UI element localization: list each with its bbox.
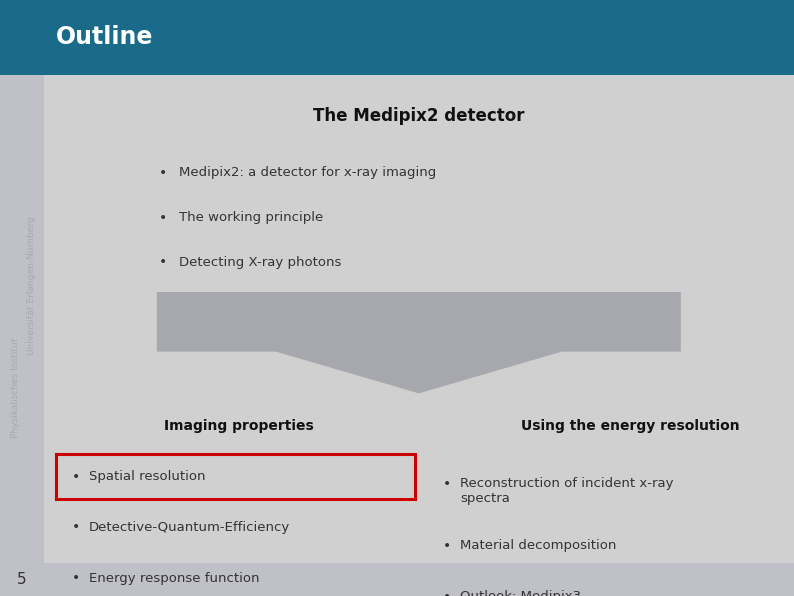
- Text: •: •: [71, 571, 79, 585]
- Text: Detective-Quantum-Efficiency: Detective-Quantum-Efficiency: [89, 521, 290, 534]
- Text: Physikalisches Institut: Physikalisches Institut: [11, 337, 20, 437]
- Text: Outlook: Medipix3: Outlook: Medipix3: [461, 590, 581, 596]
- Text: Detecting X-ray photons: Detecting X-ray photons: [179, 256, 341, 269]
- Text: Universität Erlangen-Nürnberg: Universität Erlangen-Nürnberg: [27, 217, 36, 355]
- Text: The working principle: The working principle: [179, 211, 323, 224]
- Text: •: •: [159, 255, 167, 269]
- Text: Reconstruction of incident x-ray
spectra: Reconstruction of incident x-ray spectra: [461, 477, 673, 505]
- Text: Material decomposition: Material decomposition: [461, 539, 616, 552]
- Text: Spatial resolution: Spatial resolution: [89, 470, 206, 483]
- Text: Imaging properties: Imaging properties: [164, 419, 314, 433]
- Bar: [56, 454, 414, 499]
- Bar: [0, 0, 794, 74]
- Text: Medipix2: a detector for x-ray imaging: Medipix2: a detector for x-ray imaging: [179, 166, 436, 179]
- Text: The Medipix2 detector: The Medipix2 detector: [313, 107, 525, 125]
- Text: •: •: [71, 520, 79, 535]
- Polygon shape: [156, 292, 680, 393]
- Bar: [0, 0, 44, 596]
- Text: 5: 5: [17, 572, 27, 587]
- Text: Outline: Outline: [56, 25, 153, 49]
- Text: •: •: [443, 539, 451, 553]
- Text: •: •: [443, 477, 451, 491]
- Text: Energy response function: Energy response function: [89, 572, 260, 585]
- Text: •: •: [159, 166, 167, 180]
- Text: •: •: [71, 470, 79, 484]
- Text: Using the energy resolution: Using the energy resolution: [521, 419, 739, 433]
- Bar: [0, 563, 794, 596]
- Text: •: •: [443, 590, 451, 596]
- Text: •: •: [159, 210, 167, 225]
